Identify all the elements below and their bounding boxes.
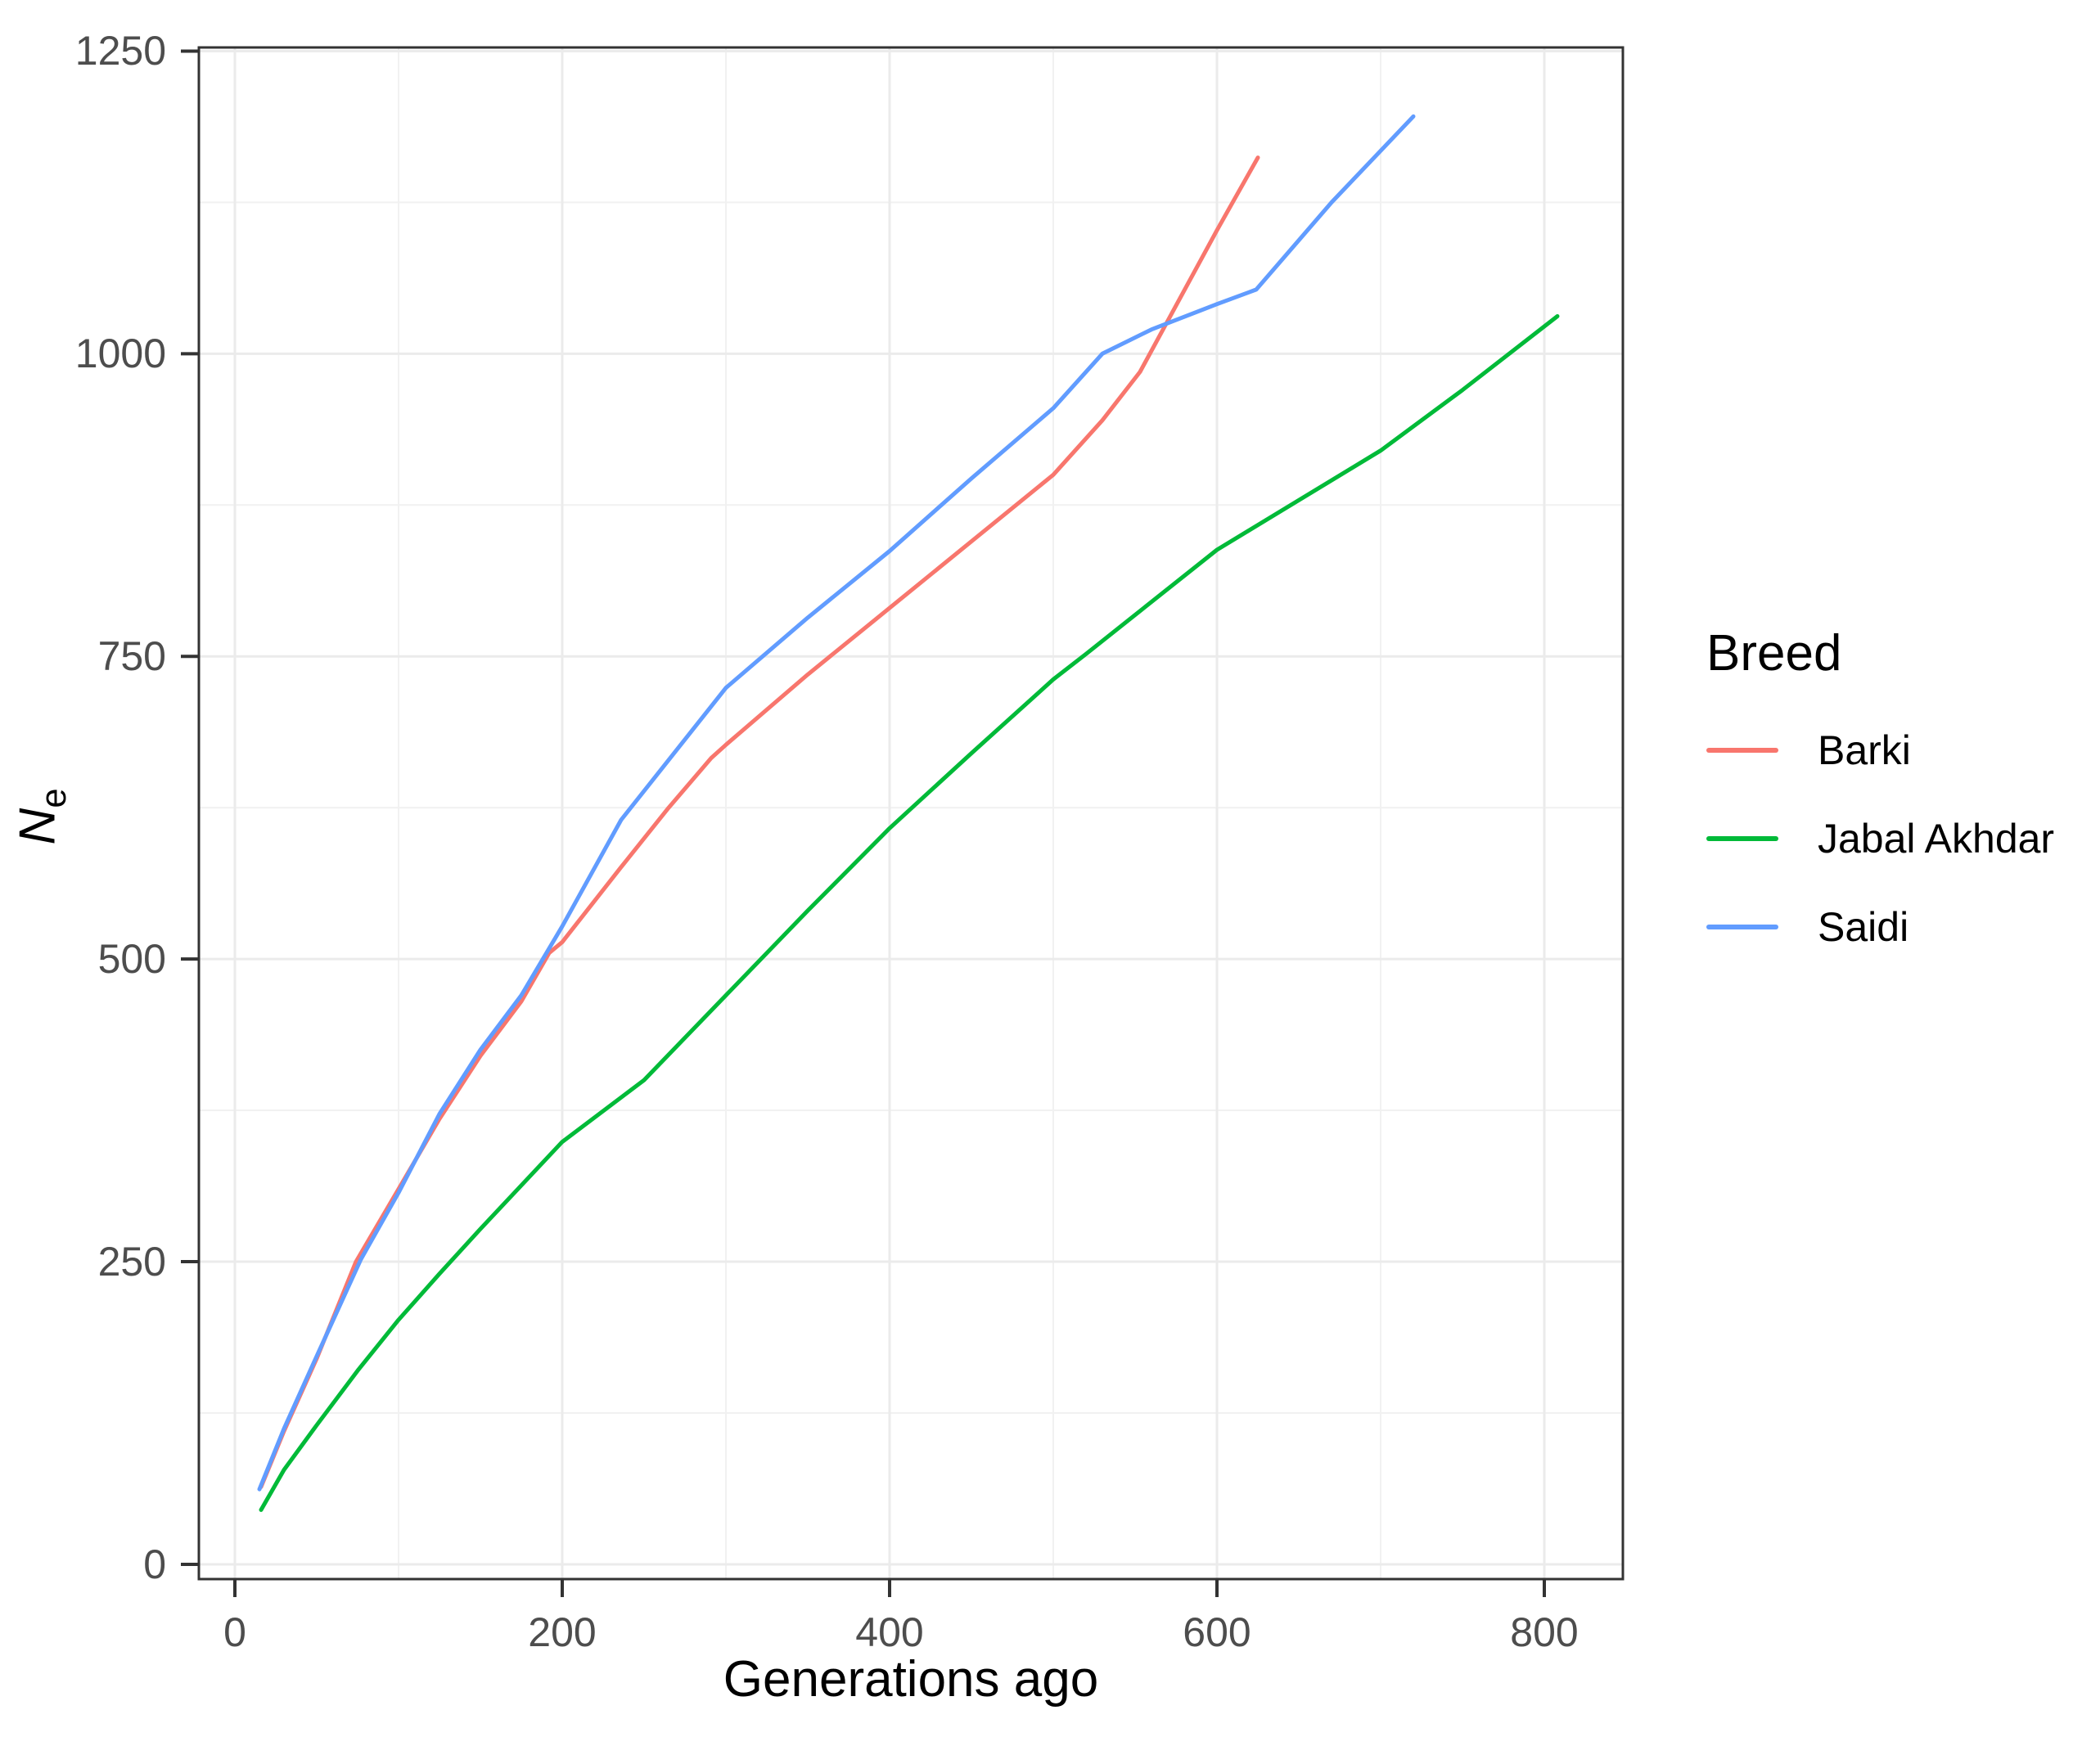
y-tick-label: 250 xyxy=(97,1239,166,1285)
y-tick-label: 1000 xyxy=(74,331,166,377)
y-tick-label: 0 xyxy=(143,1541,166,1587)
legend-item-jabal-akhdar: Jabal Akhdar xyxy=(1706,818,2054,859)
legend-label: Saidi xyxy=(1818,904,1909,950)
series-line-barki xyxy=(259,155,1260,1489)
y-tick-label: 750 xyxy=(97,633,166,680)
x-tick-label: 0 xyxy=(223,1609,246,1655)
y-tick-label: 1250 xyxy=(74,28,166,74)
x-tick-label: 400 xyxy=(855,1609,924,1655)
legend-title: Breed xyxy=(1706,625,1842,682)
legend-item-saidi: Saidi xyxy=(1706,907,2054,947)
legend-label: Barki xyxy=(1818,727,1911,773)
legend-swatch-icon xyxy=(1706,748,1778,753)
series-line-jabal-akhdar xyxy=(259,314,1560,1512)
series-line-saidi xyxy=(257,114,1416,1492)
legend-swatch-icon xyxy=(1706,925,1778,929)
y-tick-label: 500 xyxy=(97,936,166,983)
legend-swatch-icon xyxy=(1706,836,1778,841)
legend-item-barki: Barki xyxy=(1706,730,2054,771)
legend-items: Barki Jabal Akhdar Saidi xyxy=(1706,730,2054,947)
x-axis-title: Generations ago xyxy=(723,1651,1099,1708)
legend: Breed Barki Jabal Akhdar Saidi xyxy=(1706,628,2054,995)
y-axis-title-sub: e xyxy=(34,788,74,808)
x-tick-label: 200 xyxy=(528,1609,597,1655)
y-axis-title-main: N xyxy=(9,808,66,845)
panel-border xyxy=(197,46,1625,1581)
x-tick-label: 600 xyxy=(1183,1609,1251,1655)
y-axis-title: Ne xyxy=(9,788,74,845)
x-tick-label: 800 xyxy=(1510,1609,1579,1655)
legend-label: Jabal Akhdar xyxy=(1818,816,2055,862)
panel-background xyxy=(199,47,1623,1579)
